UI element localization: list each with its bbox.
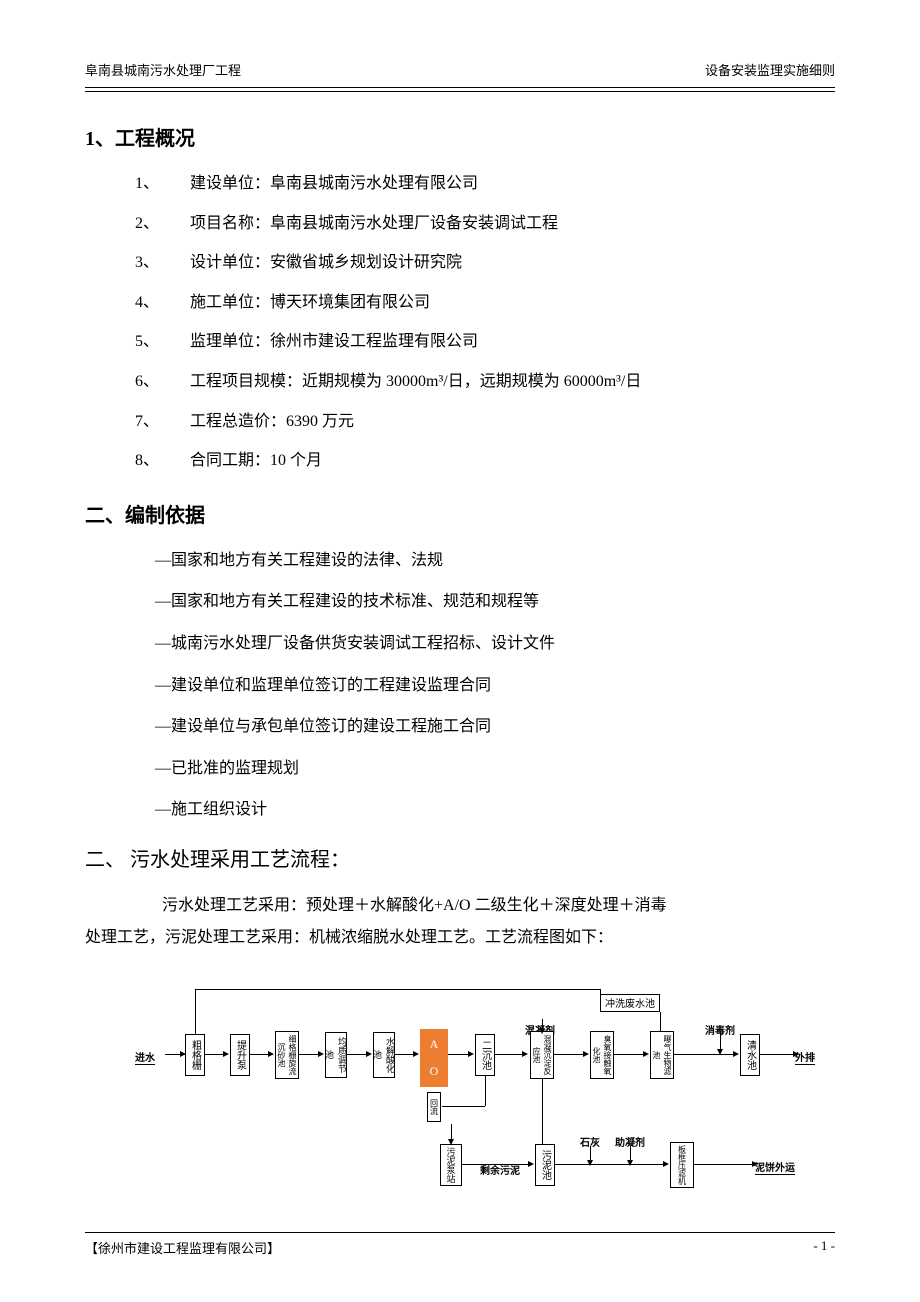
basis-item: —建设单位与承包单位签订的建设工程施工合同 bbox=[155, 714, 835, 740]
arrowhead bbox=[793, 1051, 799, 1057]
arrowhead bbox=[366, 1051, 372, 1057]
wash-box: 冲洗废水池 bbox=[600, 994, 660, 1012]
list-item: 3、设计单位：安徽省城乡规划设计研究院 bbox=[135, 250, 835, 276]
arrow bbox=[614, 1054, 644, 1055]
arrow bbox=[347, 1054, 367, 1055]
arrowhead bbox=[733, 1051, 739, 1057]
arrow bbox=[542, 1079, 543, 1144]
balance-box: 均质调节池 bbox=[325, 1032, 347, 1078]
arrowhead bbox=[663, 1161, 669, 1167]
basis-item: —国家和地方有关工程建设的法律、法规 bbox=[155, 548, 835, 574]
arrow bbox=[694, 1164, 754, 1165]
section2-title: 二、编制依据 bbox=[85, 499, 835, 528]
ao-box: A O bbox=[420, 1029, 448, 1087]
process-flowchart: 进水 外排 泥饼外运 混凝剂 消毒剂 石灰 助凝剂 剩余污泥 冲洗废水池 粗格栅… bbox=[175, 984, 835, 1214]
section3-title: 二、 污水处理采用工艺流程： bbox=[85, 843, 835, 872]
list-item: 2、项目名称：阜南县城南污水处理厂设备安装调试工程 bbox=[135, 211, 835, 237]
list-item: 8、合同工期：10 个月 bbox=[135, 448, 835, 474]
arrow bbox=[485, 1076, 486, 1106]
arrowhead bbox=[468, 1051, 474, 1057]
arrowhead bbox=[528, 1161, 534, 1167]
arrowhead bbox=[448, 1139, 454, 1145]
arrow bbox=[395, 1054, 415, 1055]
basis-item: —国家和地方有关工程建设的技术标准、规范和规程等 bbox=[155, 589, 835, 615]
arrowhead bbox=[223, 1051, 229, 1057]
arrowhead bbox=[583, 1051, 589, 1057]
arrow bbox=[195, 989, 600, 990]
ao-o: O bbox=[430, 1064, 439, 1079]
arrowhead bbox=[643, 1051, 649, 1057]
grille-box: 粗格栅 bbox=[185, 1034, 205, 1076]
arrow bbox=[299, 1054, 319, 1055]
arrow bbox=[554, 1054, 584, 1055]
arrowhead bbox=[268, 1051, 274, 1057]
list-item: 1、建设单位：阜南县城南污水处理有限公司 bbox=[135, 171, 835, 197]
pump-box: 提升泵 bbox=[230, 1034, 250, 1076]
arrow bbox=[205, 1054, 225, 1055]
coag-react-box: 混凝沉淀反应池 bbox=[530, 1031, 554, 1079]
arrow bbox=[760, 1054, 795, 1055]
process-para2: 处理工艺，污泥处理工艺采用：机械浓缩脱水处理工艺。工艺流程图如下： bbox=[85, 922, 835, 954]
arrowhead bbox=[318, 1051, 324, 1057]
arrow bbox=[462, 1164, 530, 1165]
list-item: 7、工程总造价：6390 万元 bbox=[135, 409, 835, 435]
reflux-box: 回流 bbox=[427, 1092, 441, 1122]
clear-box: 清水池 bbox=[740, 1034, 760, 1076]
arrow bbox=[195, 989, 196, 1034]
sludge-pump-box: 污泥泵站 bbox=[440, 1144, 462, 1186]
ao-a: A bbox=[430, 1037, 439, 1052]
hydrolysis-box: 水解酸化池 bbox=[373, 1032, 395, 1078]
sludge-pool-box: 污泥池 bbox=[535, 1144, 555, 1186]
basis-item: —城南污水处理厂设备供货安装调试工程招标、设计文件 bbox=[155, 631, 835, 657]
arrowhead bbox=[717, 1049, 723, 1055]
sec-sed-box: 二沉池 bbox=[475, 1034, 495, 1076]
arrow bbox=[660, 1012, 661, 1031]
arrow bbox=[495, 1054, 523, 1055]
header-rule bbox=[85, 91, 835, 92]
arrowhead bbox=[522, 1051, 528, 1057]
contact-box: 臭氧接触氧化池 bbox=[590, 1031, 614, 1079]
arrowhead bbox=[627, 1160, 633, 1166]
fine-grille-box: 细格栅旋流沉砂池 bbox=[275, 1031, 299, 1079]
basis-item: —已批准的监理规划 bbox=[155, 756, 835, 782]
footer-left: 【徐州市建设工程监理有限公司】 bbox=[85, 1238, 280, 1257]
arrow bbox=[555, 1164, 665, 1165]
header-left: 阜南县城南污水处理厂工程 bbox=[85, 60, 241, 79]
section1-list: 1、建设单位：阜南县城南污水处理有限公司 2、项目名称：阜南县城南污水处理厂设备安… bbox=[85, 171, 835, 474]
arrowhead bbox=[587, 1160, 593, 1166]
arrowhead bbox=[539, 1028, 545, 1034]
section1-title: 1、工程概况 bbox=[85, 122, 835, 151]
list-item: 5、监理单位：徐州市建设工程监理有限公司 bbox=[135, 329, 835, 355]
arrowhead bbox=[752, 1161, 758, 1167]
aeration-box: 曝气生物滤池 bbox=[650, 1031, 674, 1079]
basis-item: —建设单位和监理单位签订的工程建设监理合同 bbox=[155, 673, 835, 699]
arrowhead bbox=[413, 1051, 419, 1057]
section2-list: —国家和地方有关工程建设的法律、法规 —国家和地方有关工程建设的技术标准、规范和规… bbox=[85, 548, 835, 823]
sludge-out-label: 泥饼外运 bbox=[755, 1159, 795, 1175]
list-item: 6、工程项目规模：近期规模为 30000m³/日，远期规模为 60000m³/日 bbox=[135, 369, 835, 395]
page-header: 阜南县城南污水处理厂工程 设备安装监理实施细则 bbox=[85, 60, 835, 88]
process-para1: 污水处理工艺采用：预处理＋水解酸化+A/O 二级生化＋深度处理＋消毒 bbox=[130, 890, 835, 922]
header-right: 设备安装监理实施细则 bbox=[705, 60, 835, 79]
arrowhead bbox=[180, 1051, 186, 1057]
page-footer: 【徐州市建设工程监理有限公司】 - 1 - bbox=[85, 1232, 835, 1257]
arrow bbox=[442, 1106, 485, 1107]
arrow bbox=[250, 1054, 270, 1055]
basis-item: —施工组织设计 bbox=[155, 797, 835, 823]
dewatering-box: 板框压滤机 bbox=[670, 1142, 694, 1188]
inlet-label: 进水 bbox=[135, 1049, 155, 1065]
arrow bbox=[600, 989, 601, 994]
arrow bbox=[448, 1054, 470, 1055]
footer-right: - 1 - bbox=[813, 1238, 835, 1257]
arrow bbox=[674, 1054, 734, 1055]
list-item: 4、施工单位：博天环境集团有限公司 bbox=[135, 290, 835, 316]
